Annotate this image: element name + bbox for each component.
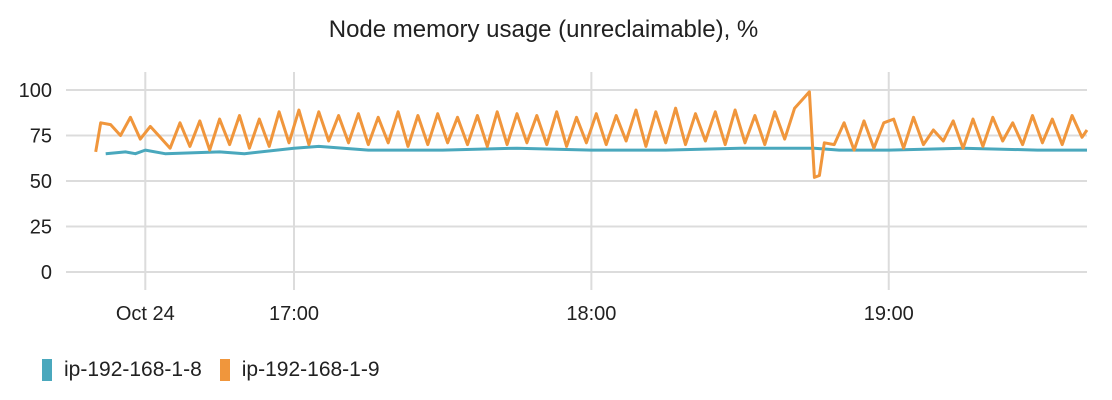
y-tick-label: 75: [30, 126, 52, 148]
legend-item-series-2[interactable]: ip-192-168-1-9: [219, 358, 380, 382]
series-line-2: [94, 90, 1089, 179]
line-chart: 0 25 50 75 100 Oct 24 17:00 18:00 19:00: [19, 72, 1089, 325]
y-tick-label: 25: [30, 217, 52, 239]
legend-item-series-1[interactable]: ip-192-168-1-8: [42, 358, 202, 382]
legend-swatch: [219, 359, 230, 381]
series-lines: [94, 90, 1089, 179]
legend-label: ip-192-168-1-8: [64, 358, 202, 381]
x-tick-label: 17:00: [269, 303, 319, 325]
x-tick-label: 18:00: [566, 303, 616, 325]
y-tick-label: 100: [19, 80, 52, 102]
y-tick-label: 0: [41, 262, 52, 284]
grid-lines: [66, 72, 1087, 290]
legend-label: ip-192-168-1-9: [241, 358, 380, 381]
legend: ip-192-168-1-8 ip-192-168-1-9: [42, 358, 398, 382]
x-tick-label: 19:00: [864, 303, 914, 325]
y-tick-label: 50: [30, 171, 52, 193]
legend-swatch: [42, 359, 52, 381]
x-axis-ticks: Oct 24 17:00 18:00 19:00: [116, 303, 914, 325]
y-axis-ticks: 0 25 50 75 100: [19, 80, 52, 284]
series-line-1: [105, 144, 1087, 156]
x-tick-label: Oct 24: [116, 303, 175, 325]
chart-title: Node memory usage (unreclaimable), %: [328, 16, 759, 43]
